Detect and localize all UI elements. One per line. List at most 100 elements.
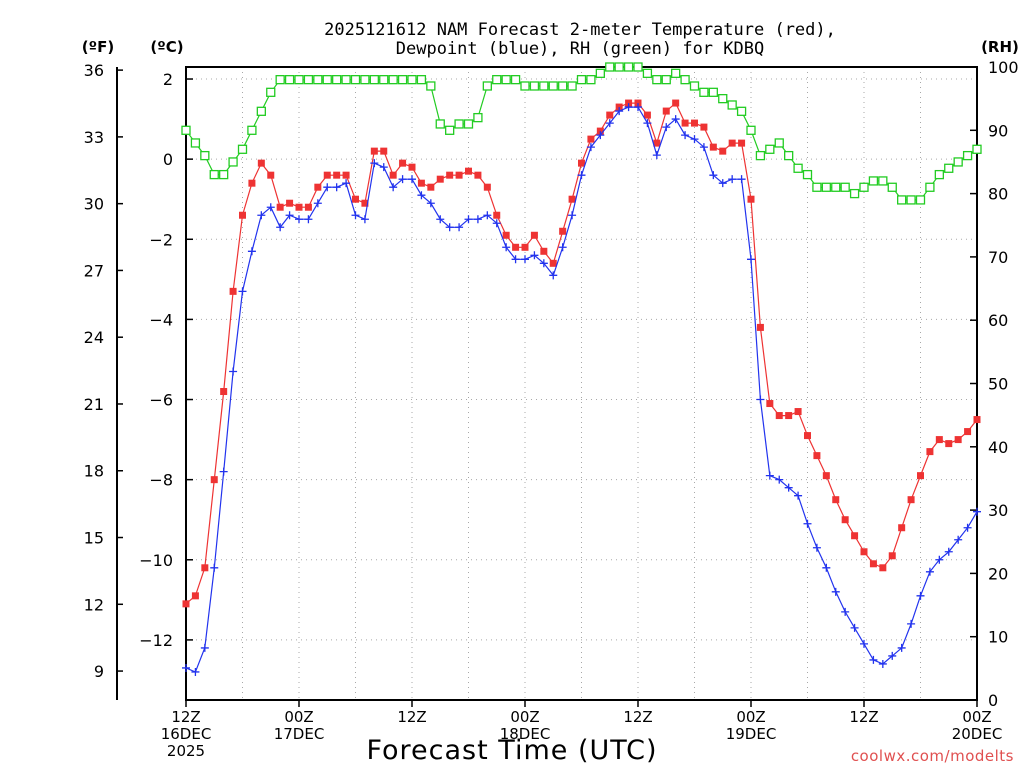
temperature-point <box>756 323 764 331</box>
rh-point <box>652 75 662 85</box>
rh-point <box>275 75 285 85</box>
dewpoint-point <box>351 211 360 220</box>
temperature-point <box>634 99 642 107</box>
temperature-point <box>964 428 972 436</box>
dewpoint-point <box>586 143 595 152</box>
rh-point <box>718 94 728 104</box>
dewpoint-point <box>191 667 200 676</box>
temperature-point <box>408 163 416 171</box>
temperature-point <box>549 259 557 267</box>
celsius-tick-label: −8 <box>149 471 173 490</box>
temperature-point <box>465 167 472 175</box>
dewpoint-point <box>718 179 727 188</box>
rh-point <box>407 75 417 85</box>
rh-point <box>473 112 483 123</box>
rh-line <box>185 66 978 201</box>
dewpoint-point <box>643 119 652 128</box>
dewpoint-point <box>803 519 812 528</box>
dewpoint-point <box>812 543 821 552</box>
dewpoint-point <box>568 211 577 220</box>
dewpoint-point <box>662 123 671 132</box>
rh-point <box>332 75 342 85</box>
dewpoint-point <box>483 211 492 220</box>
dewpoint-point <box>295 215 303 224</box>
x-tick-label: 00Z <box>284 708 313 726</box>
temperature-point <box>540 247 548 255</box>
rh-point <box>642 68 653 78</box>
dewpoint-point <box>577 171 586 180</box>
temperature-point <box>417 179 425 187</box>
temperature-point <box>248 179 256 187</box>
rh-tick-label: 10 <box>988 628 1008 647</box>
dewpoint-point <box>219 467 228 476</box>
rh-tick-label: 20 <box>988 564 1008 583</box>
dewpoint-point <box>492 219 501 228</box>
dewpoint-point <box>304 215 313 224</box>
dewpoint-point <box>916 591 925 600</box>
dewpoint-point <box>398 175 407 184</box>
dewpoint-point <box>878 659 887 668</box>
temperature-point <box>389 171 397 179</box>
fahrenheit-tick-label: 27 <box>84 261 104 280</box>
celsius-tick-label: −4 <box>149 310 173 329</box>
rh-point <box>539 81 549 91</box>
dewpoint-point <box>822 563 831 572</box>
rh-point <box>482 81 492 91</box>
data-series <box>181 62 982 676</box>
fahrenheit-tick-label: 9 <box>94 662 104 681</box>
fahrenheit-tick-label: 30 <box>84 195 104 214</box>
temperature-point <box>728 139 736 147</box>
temperature-point <box>672 99 680 107</box>
celsius-tick-label: 0 <box>163 150 173 169</box>
rh-point <box>256 106 266 116</box>
x-axis-title: Forecast Time (UTC) <box>366 735 657 766</box>
rh-point <box>736 106 747 116</box>
celsius-unit-label: (ºC) <box>150 38 183 56</box>
temperature-point <box>559 227 567 235</box>
dewpoint-point <box>511 255 520 264</box>
fahrenheit-tick-label: 15 <box>84 529 104 548</box>
rh-point <box>661 75 671 85</box>
rh-point <box>200 150 210 161</box>
dewpoint-point <box>944 547 953 556</box>
temperature-point <box>512 243 520 251</box>
rh-point <box>689 81 700 91</box>
temperature-point <box>794 408 802 416</box>
dewpoint-point <box>473 215 482 224</box>
dewpoint-point <box>502 243 511 252</box>
dewpoint-point <box>605 119 614 128</box>
rh-point <box>953 157 963 167</box>
temperature-point <box>832 496 840 504</box>
temperature-point <box>822 472 830 480</box>
rh-point <box>962 150 973 161</box>
temperature-point <box>719 147 727 155</box>
dewpoint-point <box>455 223 464 232</box>
rh-point <box>397 75 408 85</box>
temperature-point <box>182 600 190 608</box>
rh-point <box>765 144 775 154</box>
dewpoint-point <box>464 215 473 224</box>
fahrenheit-unit-label: (ºF) <box>82 38 114 56</box>
fahrenheit-tick-label: 24 <box>84 328 104 347</box>
dewpoint-point <box>765 471 774 480</box>
rh-point <box>633 62 643 72</box>
dewpoint-point <box>737 175 746 184</box>
temperature-point <box>436 175 444 183</box>
temperature-point <box>643 111 651 119</box>
rh-point <box>746 125 756 135</box>
rh-point <box>237 144 248 154</box>
dewpoint-point <box>935 555 944 564</box>
temperature-point <box>785 412 793 420</box>
celsius-tick-label: −10 <box>139 551 173 570</box>
watermark: coolwx.com/modelts <box>851 747 1014 765</box>
rh-point <box>586 75 596 85</box>
dewpoint-point <box>860 639 868 648</box>
rh-point <box>228 157 238 167</box>
fahrenheit-tick-label: 18 <box>84 462 104 481</box>
rh-tick-label: 40 <box>988 438 1008 457</box>
rh-point <box>492 75 502 85</box>
rh-point <box>614 62 624 72</box>
temperature-point <box>483 183 491 191</box>
celsius-tick-label: −12 <box>139 631 173 650</box>
dewpoint-point <box>445 223 454 232</box>
